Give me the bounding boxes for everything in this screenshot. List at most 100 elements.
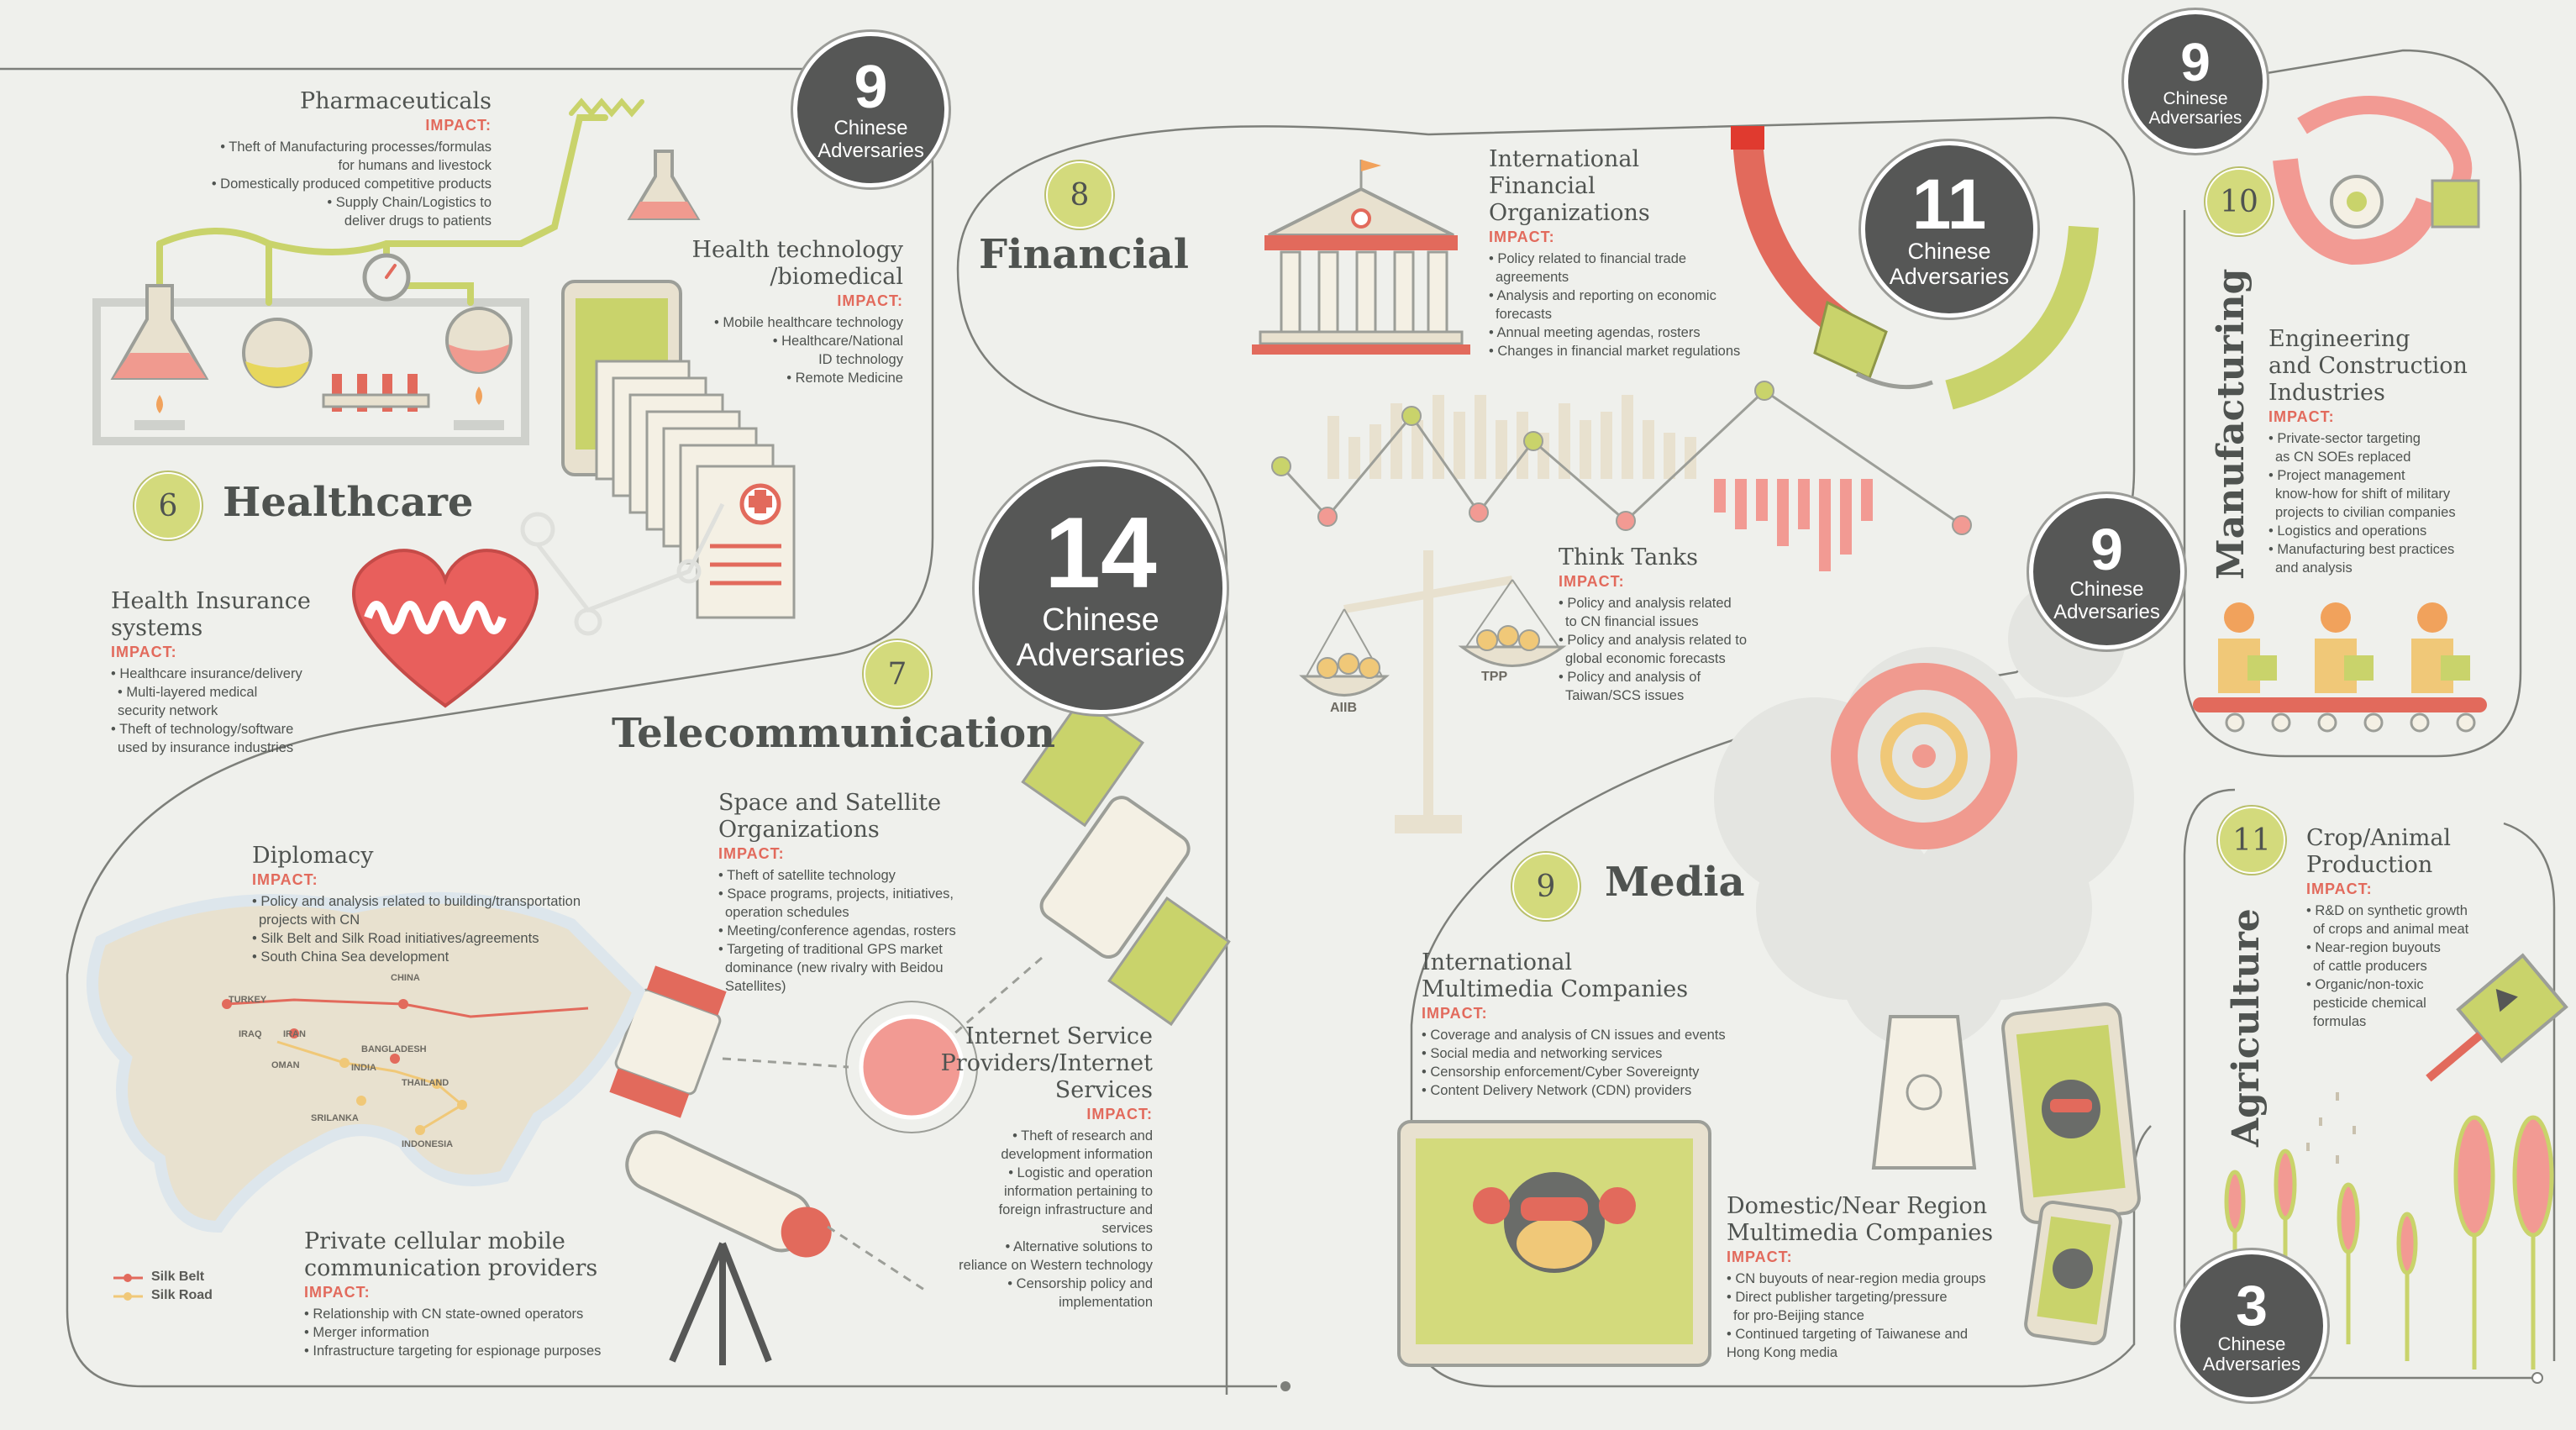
diplomacy-block: Diplomacy IMPACT: • Policy and analysis … xyxy=(252,843,647,966)
list-item: projects with CN xyxy=(259,912,360,928)
telecom-adversaries-badge: 14 Chinese Adversaries xyxy=(975,462,1227,714)
list-item: of crops and animal meat xyxy=(2313,922,2469,937)
pharmaceuticals-block: Pharmaceuticals IMPACT: • Theft of Manuf… xyxy=(101,88,492,230)
media-title: Media xyxy=(1605,859,1745,906)
media-number: 9 xyxy=(1512,853,1580,920)
adversary-count: 9 xyxy=(854,54,888,122)
space-satellite-block: Space and Satellite Organizations IMPACT… xyxy=(718,790,996,996)
list-item: • R&D on synthetic growth xyxy=(2306,903,2468,918)
block-title-line: systems xyxy=(111,615,203,641)
healthcare-title: Healthcare xyxy=(223,479,474,526)
block-title-line: Services xyxy=(1054,1077,1153,1103)
block-title: Think Tanks xyxy=(1559,544,1698,570)
list-item: • Domestically produced competitive prod… xyxy=(211,176,492,192)
list-item: • Logistics and operations xyxy=(2268,523,2427,539)
money-exchange-illustration xyxy=(1731,125,2099,410)
legend-silk-belt: Silk Belt xyxy=(151,1270,205,1284)
map-label: IRAQ xyxy=(239,1029,262,1039)
financial-adversaries-badge: 11 Chinese Adversaries xyxy=(1861,141,2037,318)
legend-silk-road: Silk Road xyxy=(151,1288,213,1302)
block-title-line: Providers/Internet xyxy=(940,1050,1153,1076)
block-title: Pharmaceuticals xyxy=(300,88,492,114)
impact-label: IMPACT: xyxy=(1727,1249,1793,1265)
map-label: SRILANKA xyxy=(311,1113,359,1123)
list-item: • Manufacturing best practices xyxy=(2268,542,2455,557)
impact-label: IMPACT: xyxy=(304,1284,371,1301)
impact-label: IMPACT: xyxy=(252,871,318,888)
impact-label: IMPACT: xyxy=(718,845,785,862)
telecom-title: Telecommunication xyxy=(612,710,1056,757)
list-item: of cattle producers xyxy=(2313,959,2427,974)
adversary-label-1: Chinese xyxy=(2163,88,2228,108)
map-label: IRAN xyxy=(283,1029,306,1039)
block-title: Diplomacy xyxy=(252,843,374,869)
list-item: projects to civilian companies xyxy=(2275,505,2456,520)
health-insurance-block: Health Insurance systems IMPACT: • Healt… xyxy=(111,588,388,757)
telecom-number: 7 xyxy=(864,640,931,707)
list-item: • Supply Chain/Logistics to xyxy=(327,195,492,210)
satellite-illustration xyxy=(609,697,1231,1365)
think-tanks-block: Think Tanks IMPACT: • Policy and analysi… xyxy=(1559,544,1827,705)
impact-list: • Relationship with CN state-owned opera… xyxy=(304,1305,674,1360)
list-item: • Merger information xyxy=(304,1325,429,1340)
list-item: for pro-Beijing stance xyxy=(1733,1308,1864,1323)
adversary-label-1: Chinese xyxy=(2217,1333,2286,1354)
impact-label: IMPACT: xyxy=(425,117,492,134)
list-item: • Policy and analysis related to buildin… xyxy=(252,894,581,909)
list-item: dominance (new rivalry with Beidou xyxy=(725,960,944,975)
list-item: • Healthcare/National xyxy=(772,334,903,349)
adversary-count: 3 xyxy=(2236,1273,2268,1338)
adversary-label-1: Chinese xyxy=(833,117,908,140)
media-adversaries-badge: 9 Chinese Adversaries xyxy=(2029,494,2184,649)
list-item: • Targeting of traditional GPS market xyxy=(718,942,943,957)
list-item: • Policy and analysis related to xyxy=(1559,633,1748,648)
list-item: • Near-region buyouts xyxy=(2306,940,2441,955)
block-title-line: International xyxy=(1422,949,1573,975)
list-item: • Continued targeting of Taiwanese and xyxy=(1727,1327,1969,1342)
list-item: • Space programs, projects, initiatives, xyxy=(718,886,954,902)
healthcare-number: 6 xyxy=(134,472,202,539)
impact-list: • Policy related to financial trade agre… xyxy=(1489,250,1791,360)
block-title-line: Organizations xyxy=(718,817,880,843)
manufacturing-number: 10 xyxy=(2205,168,2273,235)
adversary-label-1: Chinese xyxy=(2069,578,2144,602)
impact-list: • R&D on synthetic growth of crops and a… xyxy=(2306,902,2533,1031)
list-item: • Relationship with CN state-owned opera… xyxy=(304,1306,584,1322)
list-item: Satellites) xyxy=(725,979,786,994)
adversary-label-2: Adversaries xyxy=(2148,108,2242,128)
list-item: • Theft of Manufacturing processes/formu… xyxy=(220,139,492,155)
list-item: • Direct publisher targeting/pressure xyxy=(1727,1290,1948,1305)
impact-list: • Theft of Manufacturing processes/formu… xyxy=(101,138,492,230)
block-title-line: Organizations xyxy=(1489,200,1650,226)
bank-building-illustration xyxy=(1252,160,1470,355)
adversary-label-2: Adversaries xyxy=(817,139,924,162)
impact-list: • Mobile healthcare technology • Healthc… xyxy=(622,313,903,387)
impact-list: • Policy and analysis related to CN fina… xyxy=(1559,594,1827,705)
block-title-line: Health Insurance xyxy=(111,588,311,614)
list-item: • Censorship enforcement/Cyber Sovereign… xyxy=(1422,1065,1700,1080)
block-title-line: and Construction xyxy=(2268,353,2468,379)
list-item: pesticide chemical xyxy=(2313,996,2426,1011)
financial-title: Financial xyxy=(979,231,1190,278)
list-item: • Healthcare insurance/delivery xyxy=(111,666,302,681)
block-title-line: Industries xyxy=(2268,380,2385,406)
list-item: • Mobile healthcare technology xyxy=(714,315,903,330)
list-item: and analysis xyxy=(2275,560,2353,576)
block-title-line: Financial xyxy=(1489,173,1596,199)
block-title-line: Internet Service xyxy=(965,1023,1153,1049)
list-item: • Coverage and analysis of CN issues and… xyxy=(1422,1028,1726,1043)
heart-illustration xyxy=(352,549,539,708)
list-item: • Alternative solutions to xyxy=(1005,1239,1153,1254)
block-title-line: International xyxy=(1489,146,1640,172)
list-item: reliance on Western technology xyxy=(959,1258,1153,1273)
molecule-decoration xyxy=(520,502,725,636)
adversary-label-2: Adversaries xyxy=(1016,638,1185,673)
lab-apparatus-illustration xyxy=(92,97,701,445)
adversary-count: 14 xyxy=(1044,497,1157,610)
block-title-line: Production xyxy=(2306,852,2433,878)
adversary-label-2: Adversaries xyxy=(2202,1354,2301,1375)
list-item: • Multi-layered medical xyxy=(118,685,258,700)
block-title-line: Crop/Animal xyxy=(2306,825,2452,851)
world-map-illustration xyxy=(87,891,646,1301)
block-title-line: Health technology xyxy=(691,237,904,263)
